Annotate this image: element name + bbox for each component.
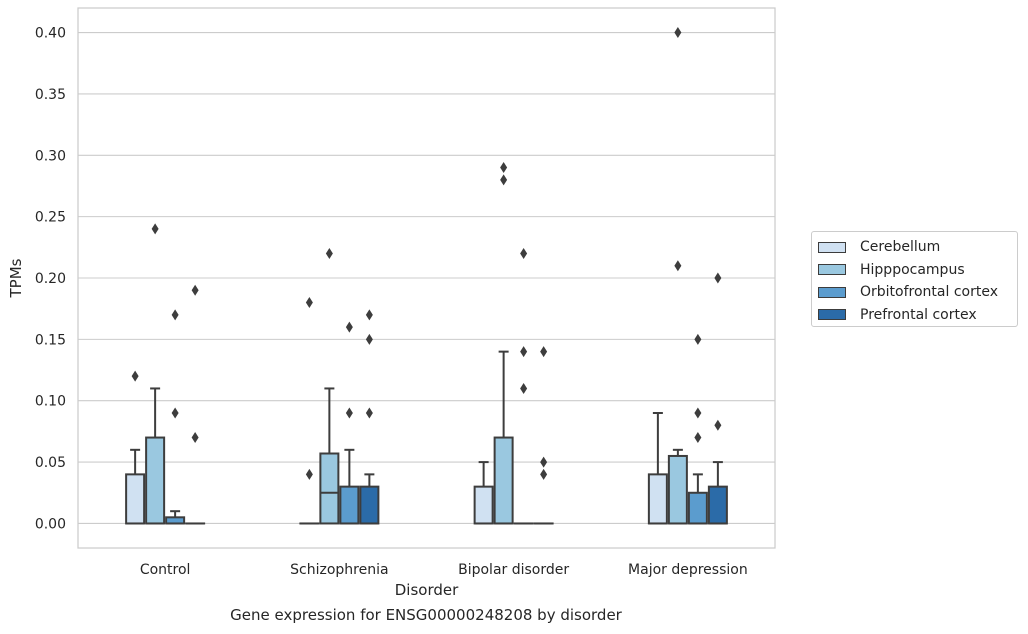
box-orbitofrontal-cortex	[513, 247, 534, 525]
box-cerebellum	[473, 461, 494, 525]
outlier-point	[520, 382, 528, 394]
outlier-point	[365, 333, 373, 345]
outlier-point	[520, 346, 528, 358]
box-body	[707, 485, 728, 525]
legend-swatch	[818, 286, 846, 298]
box-prefrontal-cortex	[359, 309, 380, 525]
outlier-point	[674, 260, 682, 272]
box-orbitofrontal-cortex	[339, 321, 360, 525]
box-body	[687, 491, 708, 525]
outlier-point	[305, 468, 313, 480]
outlier-point	[714, 419, 722, 431]
box-prefrontal-cortex	[185, 284, 206, 525]
outlier-point	[520, 247, 528, 259]
x-tick-label: Schizophrenia	[290, 562, 388, 578]
box-body	[319, 452, 340, 525]
box-orbitofrontal-cortex	[165, 309, 186, 525]
legend-label: Hipppocampus	[860, 261, 965, 278]
box-cerebellum	[299, 297, 320, 525]
y-tick-label: 0.10	[35, 394, 66, 410]
y-tick-label: 0.25	[35, 210, 66, 226]
box-prefrontal-cortex	[707, 272, 728, 525]
box-cerebellum	[125, 370, 146, 525]
x-axis-label: Disorder	[395, 581, 459, 599]
y-axis-ticks: 0.00 0.05 0.10 0.15 0.20 0.25 0.30 0.35 0.40	[35, 26, 66, 533]
x-tick-label: Major depression	[628, 562, 748, 578]
outlier-point	[500, 174, 508, 186]
outlier-point	[365, 407, 373, 419]
legend-swatch	[818, 241, 846, 253]
y-tick-label: 0.15	[35, 332, 66, 348]
box-hipppocampus	[319, 247, 340, 525]
legend-swatch	[818, 264, 846, 276]
y-tick-label: 0.40	[35, 26, 66, 42]
box-body	[359, 485, 380, 525]
outlier-point	[305, 297, 313, 309]
outlier-point	[191, 284, 199, 296]
box-body	[647, 473, 668, 525]
outlier-point	[694, 432, 702, 444]
outlier-point	[345, 321, 353, 333]
box-cerebellum	[647, 412, 668, 525]
outlier-point	[694, 333, 702, 345]
box-hipppocampus	[493, 162, 514, 525]
y-tick-label: 0.35	[35, 87, 66, 103]
box-body	[145, 436, 166, 525]
legend: Cerebellum Hipppocampus Orbitofrontal co…	[811, 231, 1018, 327]
box-orbitofrontal-cortex	[687, 333, 708, 525]
box-hipppocampus	[145, 223, 166, 525]
outlier-point	[540, 346, 548, 358]
legend-label: Cerebellum	[860, 239, 941, 256]
y-tick-label: 0.20	[35, 271, 66, 287]
box-body	[125, 473, 146, 525]
outlier-point	[131, 370, 139, 382]
outlier-point	[171, 407, 179, 419]
y-axis-label: TPMs	[7, 258, 25, 298]
x-tick-label: Bipolar disorder	[458, 562, 569, 578]
legend-swatch	[818, 309, 846, 321]
box-prefrontal-cortex	[533, 346, 554, 525]
box-body	[339, 485, 360, 525]
outlier-point	[365, 309, 373, 321]
outlier-point	[151, 223, 159, 235]
y-tick-label: 0.05	[35, 455, 66, 471]
legend-item-cerebellum: Cerebellum	[818, 236, 1017, 259]
plot-frame	[77, 7, 776, 549]
legend-label: Prefrontal cortex	[860, 306, 977, 323]
box-body	[667, 454, 688, 525]
outlier-point	[714, 272, 722, 284]
legend-item-hippocampus: Hipppocampus	[818, 259, 1017, 282]
gridlines	[78, 31, 775, 525]
legend-item-prefrontal-cortex: Prefrontal cortex	[818, 304, 1017, 327]
outlier-point	[694, 407, 702, 419]
box-body	[473, 485, 494, 525]
x-axis-ticks: Control Schizophrenia Bipolar disorder Majo…	[140, 562, 748, 578]
box-hipppocampus	[667, 27, 688, 525]
y-tick-label: 0.30	[35, 148, 66, 164]
outlier-point	[171, 309, 179, 321]
box-plot-marks	[125, 27, 728, 525]
legend-item-orbitofrontal-cortex: Orbitofrontal cortex	[818, 281, 1017, 304]
outlier-point	[345, 407, 353, 419]
box-body	[493, 436, 514, 525]
outlier-point	[191, 432, 199, 444]
outlier-point	[325, 247, 333, 259]
x-tick-label: Control	[140, 562, 191, 578]
y-tick-label: 0.00	[35, 516, 66, 532]
outlier-point	[540, 468, 548, 480]
figure-caption: Gene expression for ENSG00000248208 by d…	[230, 606, 622, 624]
outlier-point	[540, 456, 548, 468]
outlier-point	[500, 162, 508, 174]
outlier-point	[674, 27, 682, 39]
legend-label: Orbitofrontal cortex	[860, 284, 998, 301]
